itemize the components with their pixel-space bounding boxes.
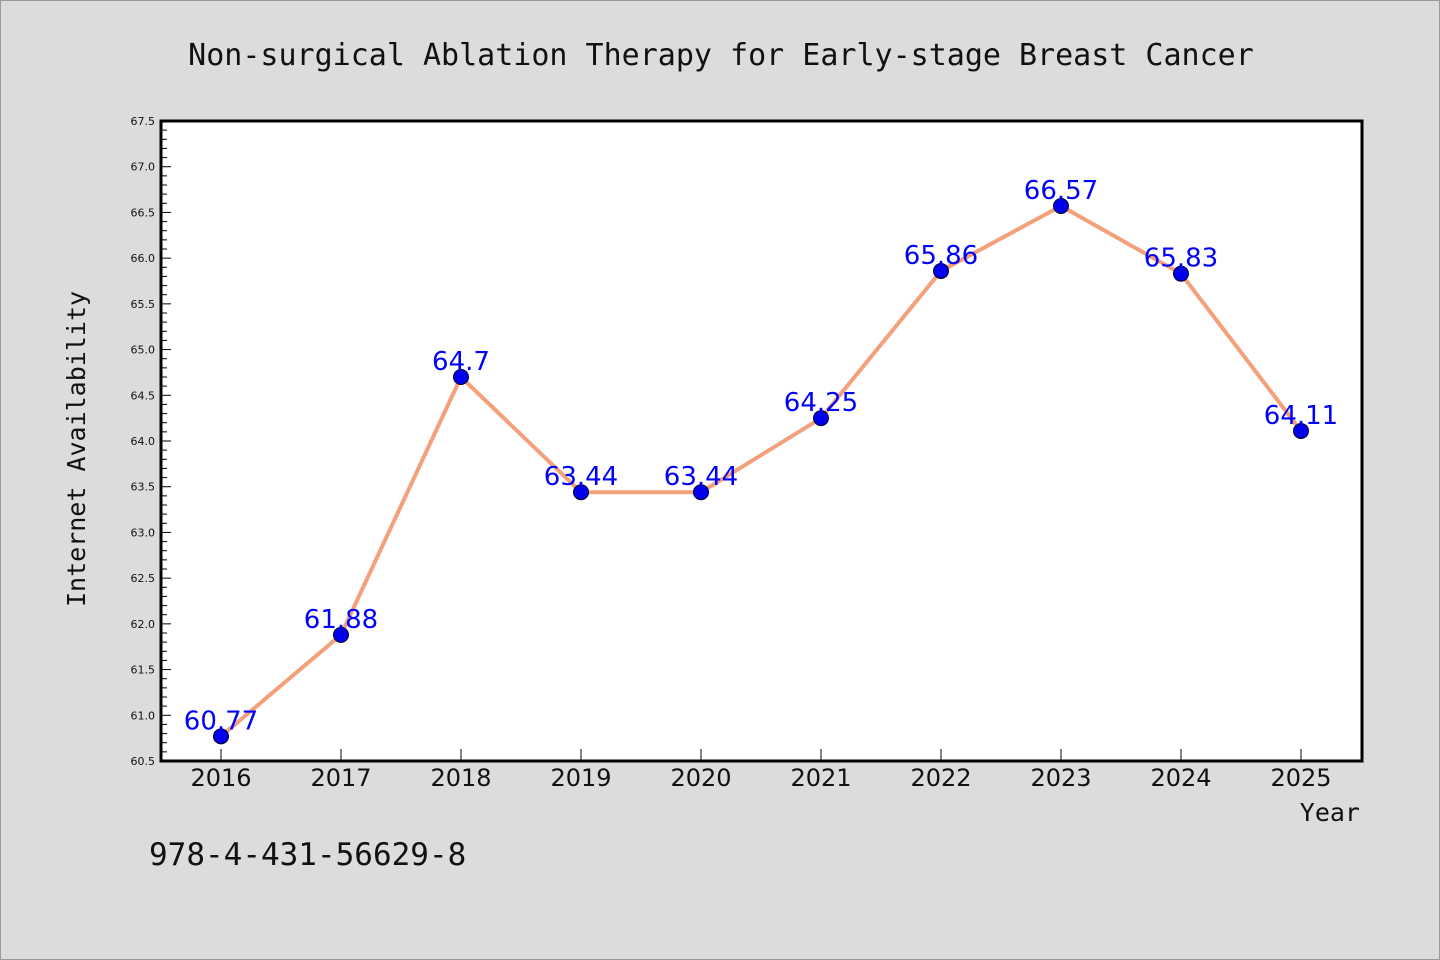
data-point — [933, 262, 949, 279]
y-tick-label: 61.0 — [131, 709, 156, 722]
x-tick-label: 2019 — [550, 764, 611, 792]
x-tick-label: 2021 — [790, 764, 851, 792]
data-labels: 60.77 61.88 64.7 63.44 63.44 64.25 65.86 66.57 6… — [184, 176, 1338, 736]
y-tick-label: 66.0 — [131, 252, 156, 265]
data-label: 64.7 — [432, 347, 490, 377]
y-tick-label: 60.5 — [131, 755, 156, 768]
data-point — [813, 410, 829, 427]
data-label: 63.44 — [664, 462, 738, 492]
x-axis: 2016 2017 2018 2019 2020 2021 2022 2023 2024 2025 — [190, 749, 1332, 792]
data-point — [453, 369, 469, 385]
data-point — [213, 728, 229, 745]
data-label: 63.44 — [544, 462, 618, 492]
y-tick-label: 65.5 — [131, 298, 156, 311]
isbn-text: 978-4-431-56629-8 — [149, 837, 466, 873]
data-label: 60.77 — [184, 706, 258, 736]
y-tick-label: 67.0 — [131, 161, 156, 174]
y-tick-label: 66.5 — [131, 206, 156, 219]
y-tick-label: 67.5 — [131, 115, 156, 128]
y-axis-label: Internet Availability — [62, 291, 91, 607]
x-tick-label: 2023 — [1030, 764, 1091, 792]
plot-area — [159, 119, 1364, 763]
data-label: 66.57 — [1024, 176, 1098, 206]
x-tick-label: 2024 — [1150, 764, 1211, 792]
x-tick-label: 2025 — [1270, 764, 1331, 792]
y-tick-label: 62.0 — [131, 618, 156, 631]
y-tick-label: 64.0 — [131, 435, 156, 448]
y-tick-label: 64.5 — [131, 389, 156, 402]
data-point — [1293, 422, 1309, 439]
y-tick-label: 63.0 — [131, 526, 156, 539]
data-label: 64.11 — [1264, 401, 1338, 431]
x-tick-label: 2016 — [190, 764, 251, 792]
data-point — [573, 484, 589, 501]
x-tick-label: 2018 — [430, 764, 491, 792]
data-label: 65.83 — [1144, 244, 1218, 274]
data-label: 65.86 — [904, 241, 978, 271]
y-tick-label: 65.0 — [131, 344, 156, 357]
data-point — [693, 484, 709, 501]
x-tick-label: 2022 — [910, 764, 971, 792]
y-tick-label: 63.5 — [131, 481, 156, 494]
data-point — [1053, 198, 1069, 215]
data-point — [1173, 265, 1189, 282]
y-axis: 60.5 61.0 61.5 62.0 62.5 63.0 63.5 64.0 64.5 65.0… — [131, 115, 171, 768]
data-label: 61.88 — [304, 605, 378, 635]
x-tick-label: 2017 — [310, 764, 371, 792]
chart-title: Non-surgical Ablation Therapy for Early-… — [188, 38, 1254, 73]
series-line — [219, 204, 1303, 739]
x-axis-label: Year — [1300, 798, 1360, 827]
data-markers — [213, 198, 1309, 745]
y-tick-label: 61.5 — [131, 664, 156, 677]
y-tick-label: 62.5 — [131, 572, 156, 585]
data-label: 64.25 — [784, 388, 858, 418]
data-point — [333, 626, 349, 643]
x-tick-label: 2020 — [670, 764, 731, 792]
